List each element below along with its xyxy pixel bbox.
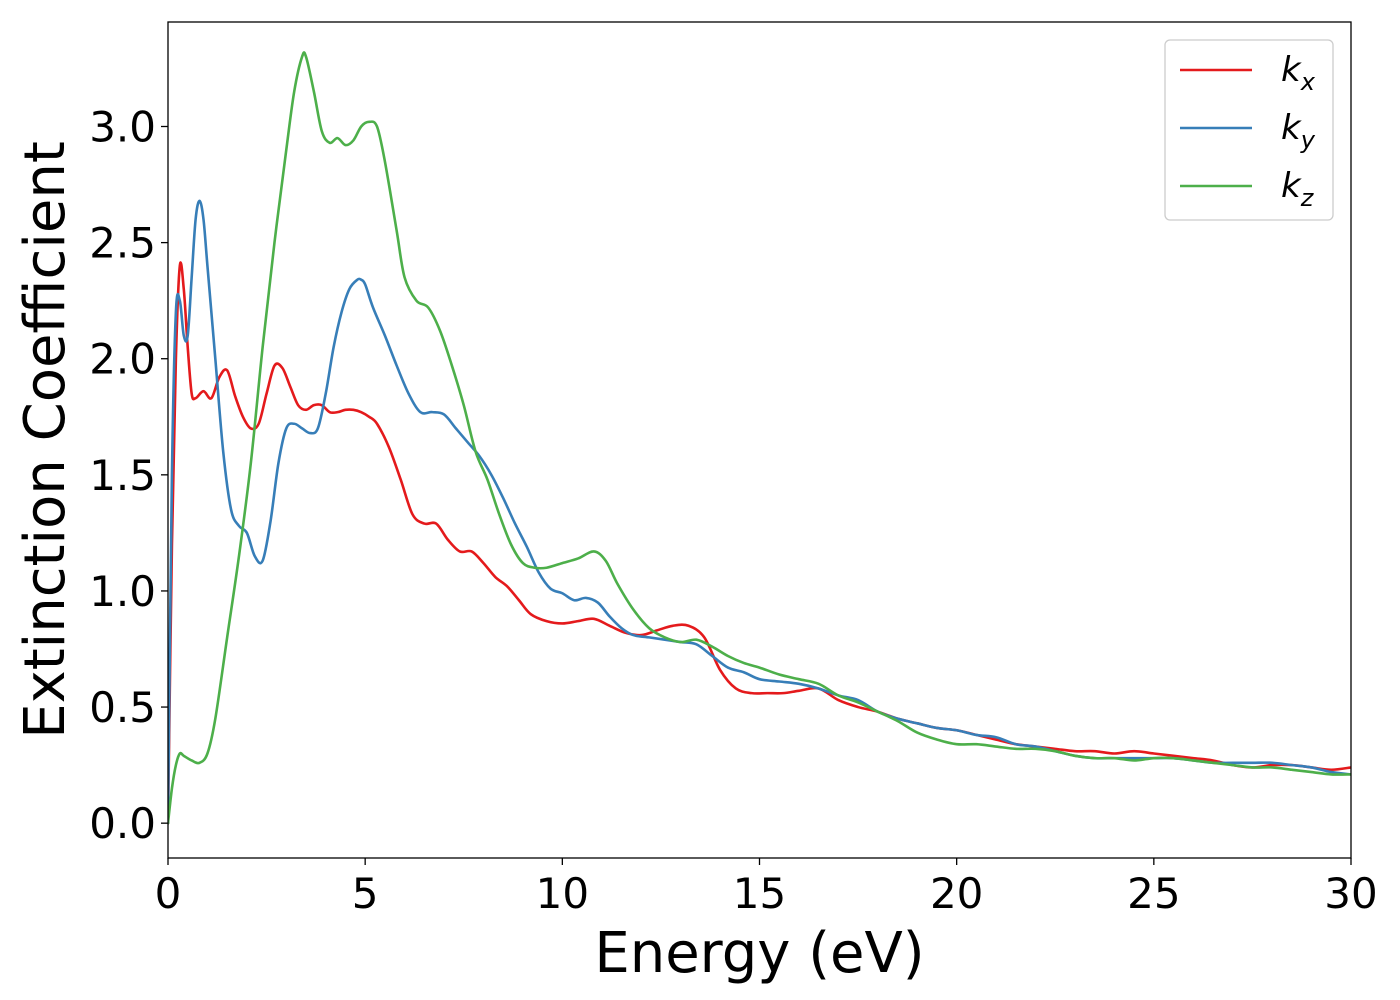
legend-label-k-x: kx	[1281, 50, 1316, 96]
legend-label-k-y: ky	[1281, 108, 1316, 154]
x-tick-label: 20	[930, 869, 983, 918]
x-axis-title: Energy (eV)	[594, 921, 924, 986]
x-tick-label: 10	[536, 869, 589, 918]
legend: kx ky kz	[1164, 39, 1334, 221]
x-axis-ticks: 0 5 10 15 20 25 30	[155, 858, 1378, 918]
series-layer	[168, 51, 1351, 825]
x-tick-label: 30	[1324, 869, 1377, 918]
y-tick-label: 1.5	[89, 451, 156, 500]
y-axis-title: Extinction Coefficient	[13, 141, 78, 739]
y-axis-ticks: 0.0 0.5 1.0 1.5 2.0 2.5 3.0	[89, 103, 168, 848]
x-tick-label: 5	[352, 869, 379, 918]
x-tick-label: 0	[155, 869, 182, 918]
y-tick-label: 2.0	[89, 335, 156, 384]
y-tick-label: 0.0	[89, 799, 156, 848]
series-line-k-z	[168, 51, 1351, 825]
legend-box	[1164, 39, 1334, 221]
series-line-k-x	[168, 261, 1351, 825]
legend-label-k-z: kz	[1281, 166, 1315, 212]
x-tick-label: 25	[1127, 869, 1180, 918]
series-line-k-y	[168, 199, 1351, 825]
x-tick-label: 15	[733, 869, 786, 918]
y-tick-label: 0.5	[89, 683, 156, 732]
y-tick-label: 1.0	[89, 567, 156, 616]
y-tick-label: 3.0	[89, 103, 156, 152]
y-tick-label: 2.5	[89, 219, 156, 268]
